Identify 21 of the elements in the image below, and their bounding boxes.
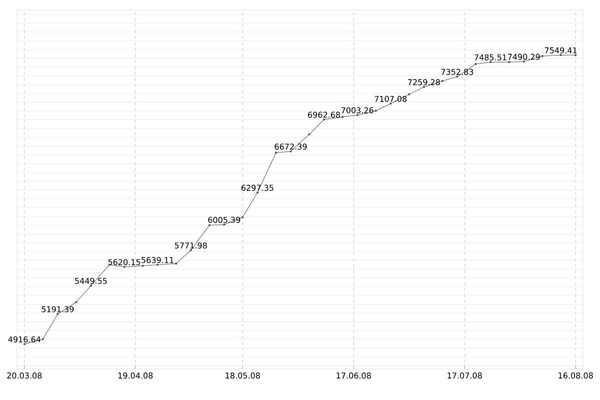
data-label: 6297.35: [241, 184, 274, 191]
x-tick-label: 16.08.08: [558, 372, 593, 379]
data-label: 6962.68: [308, 112, 340, 118]
x-tick-label: 17.06.08: [336, 372, 371, 379]
data-label: 4916.64: [8, 336, 40, 342]
data-label: 7485.51: [474, 54, 506, 60]
x-tick-label: 19.04.08: [118, 372, 153, 379]
data-label: 5191.39: [42, 306, 74, 312]
data-label: 7003.26: [341, 107, 374, 114]
data-label: 6672.39: [274, 144, 307, 150]
data-label: 5620.15: [108, 259, 140, 266]
x-tick-label: 17.07.08: [448, 372, 482, 379]
data-label: 7549.41: [544, 47, 577, 54]
data-label: 7490.29: [508, 54, 540, 60]
data-label: 5449.55: [75, 278, 107, 284]
data-label: 5639.11: [142, 257, 174, 264]
data-label: 7259.28: [408, 79, 440, 86]
x-tick-label: 18.05.08: [226, 372, 260, 379]
data-label: 5771.98: [174, 242, 207, 249]
data-label: 7352.83: [441, 68, 474, 75]
x-tick-label: 20.03.08: [7, 372, 42, 379]
